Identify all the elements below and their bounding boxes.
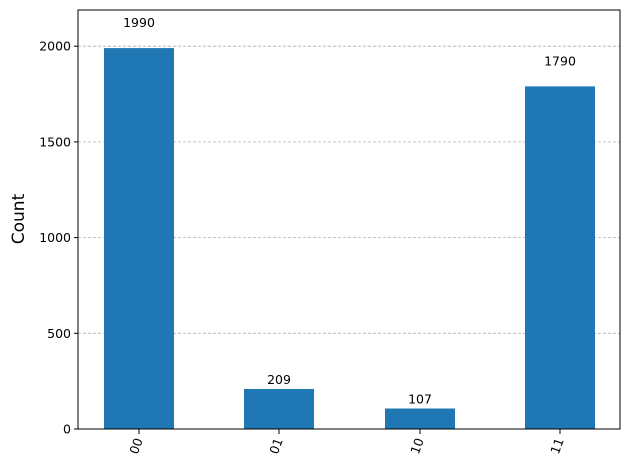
x-tick-label-11: 11: [547, 436, 567, 456]
y-axis: 0 500 1000 1500 2000: [39, 39, 78, 437]
y-tick-label: 2000: [39, 39, 71, 54]
axes-frame: [77, 9, 621, 430]
x-axis: 00 01 10 11: [126, 429, 567, 456]
x-tick-label-00: 00: [126, 436, 146, 456]
bar-01: [244, 388, 314, 429]
bar-10: [385, 408, 455, 429]
data-label-11: 1790: [544, 53, 576, 68]
y-tick-label: 0: [63, 422, 71, 437]
bars: [104, 48, 595, 429]
data-label-01: 209: [267, 372, 291, 387]
x-tick-label-10: 10: [407, 436, 427, 456]
bar-00: [104, 48, 174, 429]
data-labels: 1990 209 107 1790: [123, 15, 576, 406]
data-label-10: 107: [408, 392, 432, 407]
y-tick-label: 1500: [39, 134, 71, 149]
y-tick-label: 1000: [39, 230, 71, 245]
y-tick-label: 500: [47, 326, 71, 341]
y-axis-label: Count: [9, 193, 29, 244]
x-tick-label-01: 01: [266, 436, 286, 456]
bar-11: [525, 86, 595, 429]
data-label-00: 1990: [123, 15, 155, 30]
